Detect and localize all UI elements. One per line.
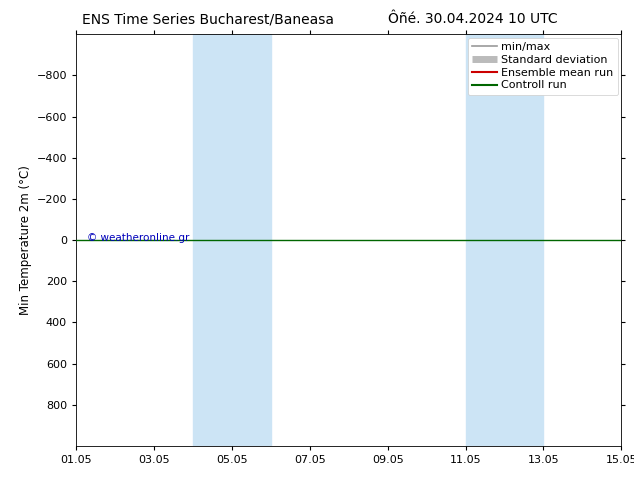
Text: ENS Time Series Bucharest/Baneasa: ENS Time Series Bucharest/Baneasa (82, 12, 334, 26)
Bar (465, 34, 505, 446)
Y-axis label: Min Temperature 2m (°C): Min Temperature 2m (°C) (20, 165, 32, 315)
Text: Ôñé. 30.04.2024 10 UTC: Ôñé. 30.04.2024 10 UTC (388, 12, 558, 26)
Bar (232, 34, 271, 446)
Bar (505, 34, 543, 446)
Text: © weatheronline.gr: © weatheronline.gr (87, 233, 190, 243)
Bar (193, 34, 232, 446)
Legend: min/max, Standard deviation, Ensemble mean run, Controll run: min/max, Standard deviation, Ensemble me… (468, 38, 618, 95)
